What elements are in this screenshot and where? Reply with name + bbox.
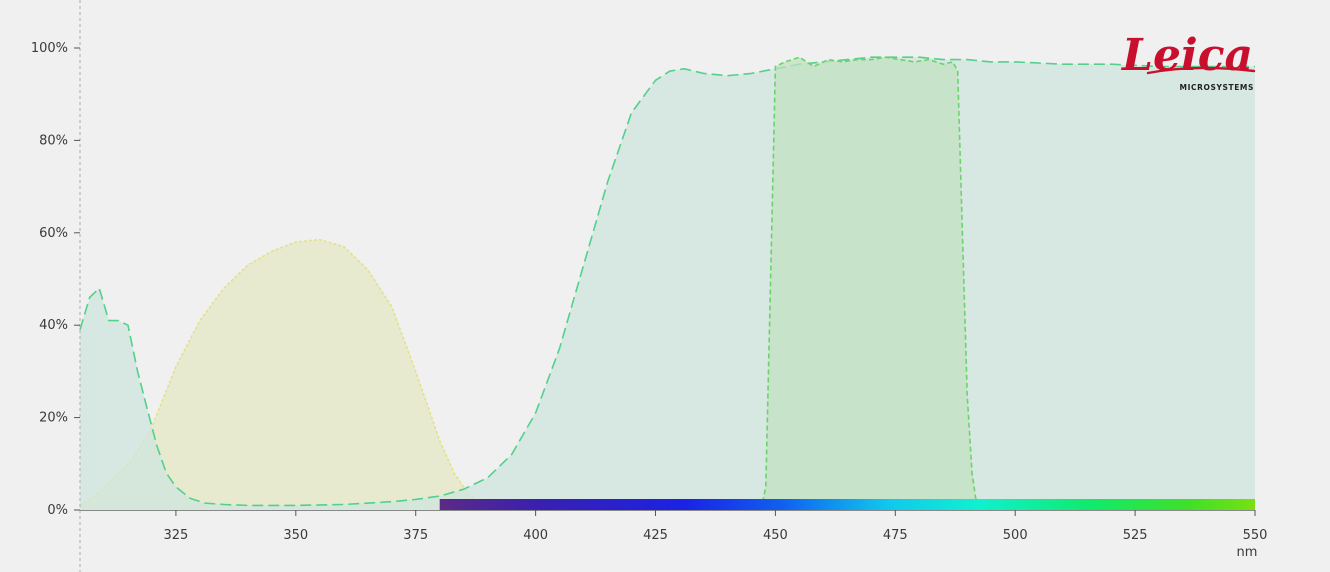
plot-area	[79, 56, 1255, 511]
series-2-line	[79, 56, 1255, 507]
x-unit-label: nm	[1237, 545, 1258, 560]
series-1-area	[80, 239, 512, 510]
visible-spectrum-bar	[439, 499, 1256, 510]
spectrum-bar-rect	[439, 499, 1256, 510]
series-3-line	[760, 56, 983, 511]
logo-tagline: MICROSYSTEMS	[1180, 83, 1254, 92]
logo-underline	[1146, 66, 1256, 75]
x-tick-label: 475	[883, 528, 908, 543]
leica-logo: Leica MICROSYSTEMS	[1120, 30, 1256, 92]
x-tick-label: 325	[164, 528, 189, 543]
x-tick-label: 550	[1243, 528, 1268, 543]
x-tick-label: 525	[1123, 528, 1148, 543]
y-tick-label: 0%	[47, 503, 68, 518]
x-tick-label: 500	[1003, 528, 1028, 543]
x-tick-label: 350	[283, 528, 308, 543]
y-tick-label: 20%	[39, 411, 68, 426]
y-tick-label: 40%	[39, 318, 68, 333]
x-tick-label: 400	[523, 528, 548, 543]
x-tick-label: 450	[763, 528, 788, 543]
axes: 0% 20% 40% 60% 80% 100% 325 350 375 400 425 450 475 5…	[31, 0, 1268, 572]
x-tick-label: 375	[403, 528, 428, 543]
y-tick-label: 100%	[31, 41, 68, 56]
y-tick-label: 80%	[39, 133, 68, 148]
x-tick-label: 425	[643, 528, 668, 543]
y-tick-label: 60%	[39, 226, 68, 241]
series-3-area	[761, 57, 982, 510]
logo-wordmark: Leica	[1120, 30, 1253, 81]
